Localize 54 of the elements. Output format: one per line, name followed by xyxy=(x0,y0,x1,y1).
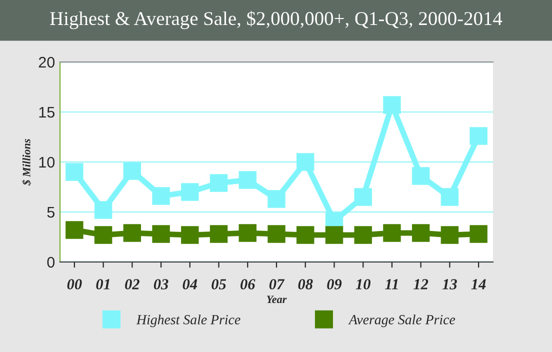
y-tick-label: 20 xyxy=(38,56,55,68)
point xyxy=(412,167,430,185)
y-tick-label: 10 xyxy=(39,156,55,168)
x-tick-label: 12 xyxy=(414,279,428,290)
x-tick-label: 07 xyxy=(269,279,285,290)
x-tick-label: 04 xyxy=(182,279,198,290)
point xyxy=(94,226,112,244)
point xyxy=(268,190,286,208)
x-axis-title: Year xyxy=(266,296,287,304)
point xyxy=(66,163,84,181)
point xyxy=(383,96,401,114)
point xyxy=(210,174,228,192)
point xyxy=(440,226,459,244)
x-tick-label: 09 xyxy=(327,279,342,290)
point xyxy=(123,162,142,180)
x-tick-label: 13 xyxy=(442,279,457,290)
x-tick-label: 08 xyxy=(298,279,313,290)
x-tick-label: 03 xyxy=(154,279,168,290)
x-tick-label: 14 xyxy=(471,279,486,290)
point xyxy=(354,226,372,244)
y-tick-label: 15 xyxy=(39,107,54,118)
point xyxy=(238,224,256,242)
point xyxy=(238,171,256,189)
point xyxy=(181,226,199,244)
y-tick-label: 5 xyxy=(47,207,54,218)
point xyxy=(152,187,170,205)
x-tick-label: 05 xyxy=(212,279,226,290)
point xyxy=(94,201,112,219)
point xyxy=(325,226,344,244)
point xyxy=(66,221,84,239)
point xyxy=(181,183,199,201)
x-tick-label: 02 xyxy=(125,279,140,290)
point xyxy=(268,225,286,243)
point xyxy=(354,188,372,206)
y-tick-label: 0 xyxy=(47,256,55,268)
chart-title: Highest & Average Sale, $2,000,000+, Q1-Q3, 2000-2014 xyxy=(50,10,502,30)
point xyxy=(412,224,430,242)
x-tick-label: 06 xyxy=(240,279,256,290)
x-tick-label: 10 xyxy=(356,279,370,290)
x-tick-label: 01 xyxy=(96,279,110,290)
point xyxy=(383,224,401,242)
point xyxy=(440,188,459,206)
point xyxy=(123,224,142,242)
x-tick-label: 11 xyxy=(385,279,398,290)
point xyxy=(210,225,228,243)
point xyxy=(296,153,314,171)
point xyxy=(296,226,314,244)
point xyxy=(470,225,488,243)
point xyxy=(470,127,488,145)
point xyxy=(152,225,170,243)
legend-label: Highest Sale Price xyxy=(136,314,240,328)
legend-label: Average Sale Price xyxy=(348,314,456,328)
x-tick-label: 00 xyxy=(67,279,82,290)
y-axis-title: $ Millions xyxy=(22,139,32,186)
